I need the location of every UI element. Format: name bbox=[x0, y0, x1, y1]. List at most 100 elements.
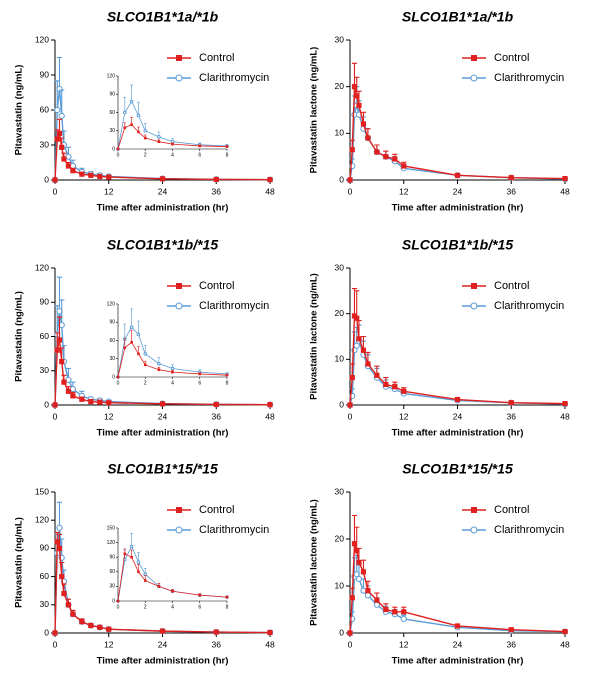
x-tick-label: 12 bbox=[399, 186, 409, 196]
y-tick-label: 0 bbox=[44, 399, 49, 409]
inset-x-tick-label: 4 bbox=[171, 604, 174, 610]
chart-title: SLCO1B1*15/*15 bbox=[402, 461, 513, 477]
marker bbox=[198, 593, 202, 597]
marker bbox=[58, 112, 65, 119]
series-line bbox=[54, 527, 271, 634]
y-tick-label: 20 bbox=[335, 81, 345, 91]
marker bbox=[400, 615, 407, 623]
marker bbox=[106, 400, 112, 406]
inset-x-tick-label: 0 bbox=[117, 380, 120, 386]
marker bbox=[137, 130, 140, 134]
x-tick-label: 24 bbox=[158, 639, 168, 649]
marker bbox=[54, 539, 60, 545]
marker bbox=[562, 176, 568, 182]
y-tick-label: 10 bbox=[335, 354, 345, 364]
y-tick-label: 0 bbox=[44, 627, 49, 637]
series-line bbox=[117, 553, 228, 602]
marker bbox=[351, 84, 358, 90]
error-bar bbox=[354, 290, 360, 319]
y-tick-label: 120 bbox=[35, 262, 49, 272]
y-tick-label: 10 bbox=[335, 128, 345, 138]
marker bbox=[159, 628, 166, 634]
chart-title: SLCO1B1*1b/*15 bbox=[107, 237, 218, 253]
marker bbox=[401, 163, 407, 169]
x-tick-label: 24 bbox=[453, 639, 463, 649]
x-axis-label: Time after administration (hr) bbox=[392, 203, 524, 214]
y-tick-label: 120 bbox=[35, 34, 49, 44]
x-tick-label: 12 bbox=[104, 411, 114, 421]
marker bbox=[106, 174, 112, 180]
chart-title: SLCO1B1*1b/*15 bbox=[402, 237, 513, 253]
marker bbox=[213, 176, 219, 183]
inset-y-tick-label: 0 bbox=[112, 598, 115, 604]
x-tick-label: 48 bbox=[560, 186, 570, 196]
marker bbox=[356, 336, 362, 342]
x-tick-label: 48 bbox=[265, 411, 275, 421]
error-bar bbox=[56, 316, 63, 340]
legend-marker bbox=[176, 283, 182, 289]
y-tick-label: 150 bbox=[35, 486, 49, 496]
y-tick-label: 10 bbox=[335, 580, 345, 590]
marker bbox=[116, 599, 120, 603]
marker bbox=[157, 140, 161, 143]
x-tick-label: 48 bbox=[560, 411, 570, 421]
x-tick-label: 48 bbox=[265, 639, 275, 649]
series-line bbox=[349, 314, 566, 406]
error-bar bbox=[130, 84, 133, 102]
marker bbox=[143, 579, 147, 582]
x-tick-label: 0 bbox=[53, 186, 58, 196]
marker bbox=[61, 590, 67, 597]
marker bbox=[116, 375, 120, 379]
marker bbox=[69, 385, 77, 393]
legend-marker bbox=[471, 283, 477, 289]
inset-y-tick-label: 90 bbox=[109, 92, 115, 98]
marker bbox=[267, 177, 273, 183]
marker bbox=[97, 624, 103, 630]
x-tick-label: 12 bbox=[104, 186, 114, 196]
marker bbox=[392, 609, 398, 615]
marker bbox=[65, 388, 72, 394]
y-axis-label: Pitavastatin lactone (ng/mL) bbox=[309, 273, 320, 400]
error-bar bbox=[354, 76, 360, 96]
marker bbox=[401, 609, 407, 615]
inset-x-tick-label: 4 bbox=[171, 152, 174, 158]
marker bbox=[56, 524, 63, 531]
y-tick-label: 60 bbox=[40, 571, 50, 581]
y-tick-label: 90 bbox=[40, 297, 50, 307]
marker bbox=[65, 153, 72, 160]
x-tick-label: 12 bbox=[399, 411, 409, 421]
error-bar bbox=[356, 319, 362, 339]
marker bbox=[562, 401, 568, 407]
x-tick-label: 36 bbox=[507, 411, 517, 421]
marker bbox=[129, 325, 134, 329]
marker bbox=[143, 352, 148, 356]
marker bbox=[56, 337, 63, 343]
inset-x-tick-label: 4 bbox=[171, 380, 174, 386]
marker bbox=[157, 368, 161, 371]
y-tick-label: 20 bbox=[335, 533, 345, 543]
marker bbox=[52, 402, 58, 408]
x-tick-label: 48 bbox=[265, 186, 275, 196]
legend-label: Clarithromycin bbox=[494, 524, 564, 536]
marker bbox=[508, 627, 514, 633]
series-line bbox=[54, 541, 271, 634]
marker bbox=[61, 379, 67, 385]
marker bbox=[79, 171, 85, 177]
marker bbox=[157, 361, 161, 366]
x-tick-label: 0 bbox=[348, 411, 353, 421]
marker bbox=[225, 373, 229, 377]
inset-y-tick-label: 30 bbox=[109, 128, 115, 134]
legend-marker bbox=[470, 526, 478, 534]
marker bbox=[349, 595, 355, 601]
y-tick-label: 0 bbox=[44, 174, 49, 184]
inset-y-tick-label: 60 bbox=[109, 569, 115, 575]
marker bbox=[136, 332, 141, 337]
inset-y-tick-label: 0 bbox=[112, 146, 115, 152]
x-tick-label: 24 bbox=[158, 411, 168, 421]
error-bar bbox=[351, 62, 358, 87]
x-axis-label: Time after administration (hr) bbox=[97, 203, 229, 214]
marker bbox=[401, 388, 407, 394]
x-tick-label: 36 bbox=[507, 639, 517, 649]
marker bbox=[354, 93, 360, 99]
y-tick-label: 0 bbox=[339, 399, 344, 409]
